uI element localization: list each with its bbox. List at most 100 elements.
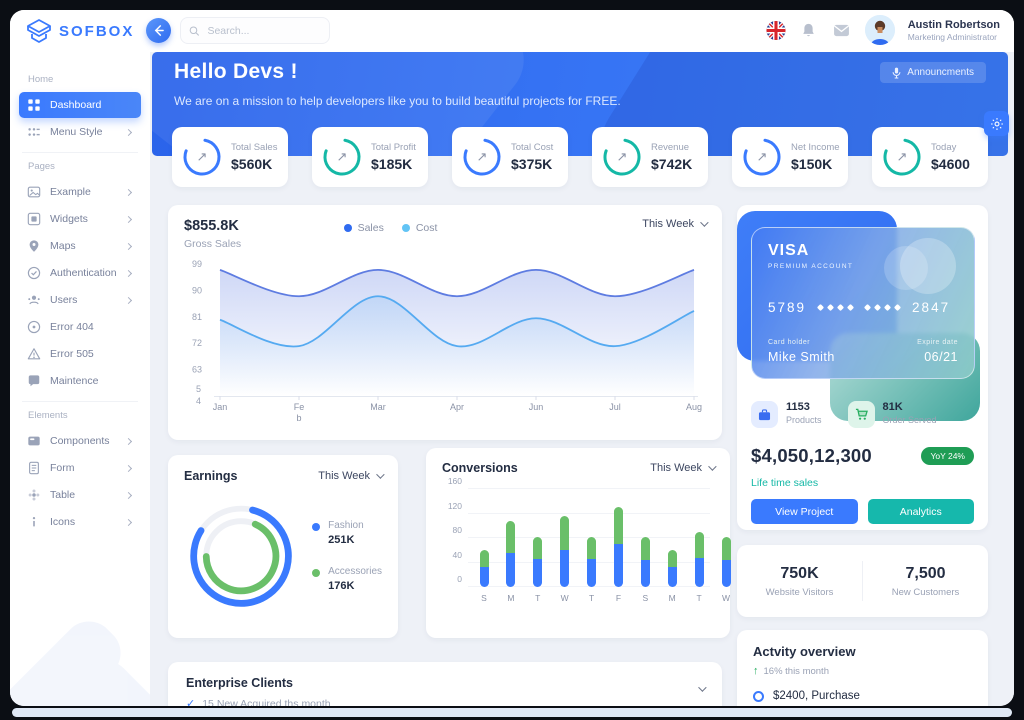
x-tick-label: S bbox=[481, 593, 487, 603]
sidebar-item-table[interactable]: Table bbox=[19, 482, 141, 508]
sidebar-item-label: Maintence bbox=[50, 375, 99, 387]
gross-sales-value: $855.8K bbox=[184, 218, 239, 234]
bar-segment-blue bbox=[587, 559, 597, 587]
logo-text: SOFBOX bbox=[59, 22, 135, 40]
conversions-period-dropdown[interactable]: This Week bbox=[650, 462, 717, 474]
user-avatar[interactable] bbox=[864, 15, 895, 45]
search-input[interactable] bbox=[205, 23, 321, 38]
sidebar-item-example[interactable]: Example bbox=[19, 179, 141, 205]
sidebar-item-maintence[interactable]: Maintence bbox=[19, 368, 141, 394]
notifications-bell-icon[interactable] bbox=[799, 20, 819, 40]
chevron-down-icon[interactable] bbox=[698, 683, 707, 692]
svg-text:90: 90 bbox=[192, 285, 202, 295]
pin-icon bbox=[27, 239, 41, 253]
x-tick-label: M bbox=[507, 593, 515, 603]
bar-0 bbox=[479, 550, 489, 587]
language-flag-icon[interactable] bbox=[766, 20, 786, 40]
sidebar-decor-checkmark bbox=[10, 597, 150, 706]
arrow-up-icon: ↑ bbox=[753, 665, 759, 677]
logo[interactable]: SOFBOX bbox=[26, 18, 134, 44]
shield-icon bbox=[27, 266, 41, 280]
bar-4 bbox=[587, 536, 597, 587]
sidebar-item-label: Error 505 bbox=[50, 348, 94, 360]
info-icon bbox=[27, 515, 41, 529]
sidebar-item-label: Menu Style bbox=[50, 126, 103, 138]
products-label: Products bbox=[786, 415, 822, 425]
card-holder-name: Mike Smith bbox=[768, 350, 835, 364]
orders-label: Order Served bbox=[882, 415, 937, 425]
stat-card-today[interactable]: ↗ Today $4600 bbox=[872, 127, 988, 187]
search-bar[interactable] bbox=[180, 17, 330, 44]
enterprise-title: Enterprise Clients bbox=[186, 676, 293, 690]
trend-arrow-icon: ↗ bbox=[756, 149, 768, 164]
dots-icon bbox=[27, 125, 41, 139]
legend-dot bbox=[312, 569, 321, 577]
svg-text:Feb: Fe b bbox=[294, 402, 305, 422]
sidebar-item-icons[interactable]: Icons bbox=[19, 509, 141, 535]
chevron-right-icon bbox=[124, 518, 133, 526]
chat-icon bbox=[27, 374, 41, 388]
stat-card-net-income[interactable]: ↗ Net Income $150K bbox=[732, 127, 848, 187]
main-content: Hello Devs ! We are on a mission to help… bbox=[150, 52, 1014, 706]
stat-card-total-cost[interactable]: ↗ Total Cost $375K bbox=[452, 127, 568, 187]
view-project-button[interactable]: View Project bbox=[751, 499, 858, 524]
bar-7 bbox=[667, 550, 677, 587]
earnings-title: Earnings bbox=[184, 469, 238, 483]
activity-item[interactable]: $2400, Purchase bbox=[753, 690, 972, 702]
bar-segment-green bbox=[694, 531, 704, 558]
microphone-icon bbox=[892, 67, 901, 78]
svg-text:81: 81 bbox=[192, 312, 202, 322]
sidebar-item-form[interactable]: Form bbox=[19, 455, 141, 481]
bar-segment-blue bbox=[533, 559, 543, 587]
sidebar-section-label: Pages bbox=[28, 161, 55, 172]
bar-segment-green bbox=[587, 536, 597, 560]
sidebar-item-menu-style[interactable]: Menu Style bbox=[19, 119, 141, 145]
announcements-button[interactable]: Announcments bbox=[880, 62, 986, 83]
legend-name: Accessories bbox=[328, 566, 382, 577]
settings-button[interactable] bbox=[984, 111, 1009, 136]
sidebar-item-dashboard[interactable]: Dashboard bbox=[19, 92, 141, 118]
stat-ring-icon: ↗ bbox=[462, 137, 502, 177]
flower-icon bbox=[27, 488, 41, 502]
stat-text: Net Income $150K bbox=[791, 142, 840, 172]
sidebar-item-authentication[interactable]: Authentication bbox=[19, 260, 141, 286]
stat-card-total-profit[interactable]: ↗ Total Profit $185K bbox=[312, 127, 428, 187]
earnings-legend-accessories: Accessories 176K bbox=[312, 566, 382, 592]
legend-text: Accessories 176K bbox=[328, 566, 382, 592]
sidebar-item-widgets[interactable]: Widgets bbox=[19, 206, 141, 232]
stat-card-total-sales[interactable]: ↗ Total Sales $560K bbox=[172, 127, 288, 187]
sidebar-item-users[interactable]: Users bbox=[19, 287, 141, 313]
user-name: Austin Robertson bbox=[907, 18, 1000, 31]
svg-text:54: 54 bbox=[196, 384, 201, 406]
earnings-period-dropdown[interactable]: This Week bbox=[318, 470, 385, 482]
back-button[interactable] bbox=[146, 18, 171, 43]
user-info[interactable]: Austin Robertson Marketing Administrator bbox=[908, 18, 1000, 43]
users-icon bbox=[27, 293, 41, 307]
stat-ring-icon: ↗ bbox=[182, 137, 222, 177]
enterprise-subtitle-label: 15 New Acquired ths month bbox=[202, 697, 331, 707]
sidebar-item-error-404[interactable]: Error 404 bbox=[19, 314, 141, 340]
legend-item-cost: Cost bbox=[401, 222, 437, 234]
back-arrow-icon bbox=[154, 25, 164, 36]
sidebar-item-error-505[interactable]: Error 505 bbox=[19, 341, 141, 367]
stat-card-revenue[interactable]: ↗ Revenue $742K bbox=[592, 127, 708, 187]
visitors-card: 750K Website Visitors 7,500 New Customer… bbox=[737, 545, 988, 617]
conversions-bar-chart: 160 120 80 40 0 S M T W T F S M T W bbox=[442, 476, 731, 603]
messages-mail-icon[interactable] bbox=[832, 20, 852, 40]
visitors-label: Website Visitors bbox=[765, 586, 834, 598]
yoy-badge: YoY 24% bbox=[921, 447, 974, 465]
sidebar-item-maps[interactable]: Maps bbox=[19, 233, 141, 259]
sidebar-item-label: Components bbox=[50, 435, 110, 447]
gross-sales-period-dropdown[interactable]: This Week bbox=[642, 218, 709, 230]
legend-label: Sales bbox=[357, 222, 384, 234]
sidebar-item-label: Form bbox=[50, 462, 75, 474]
bar-5 bbox=[613, 507, 623, 587]
lifetime-sales-caption: Life time sales bbox=[751, 477, 819, 489]
activity-item-label: $2400, Purchase bbox=[773, 690, 860, 702]
chevron-down-icon bbox=[376, 470, 385, 479]
app-window: SOFBOX bbox=[10, 10, 1014, 706]
stat-label: Net Income bbox=[791, 142, 840, 153]
analytics-button[interactable]: Analytics bbox=[867, 499, 974, 524]
sidebar-item-components[interactable]: Components bbox=[19, 428, 141, 454]
grid-icon bbox=[27, 98, 41, 112]
